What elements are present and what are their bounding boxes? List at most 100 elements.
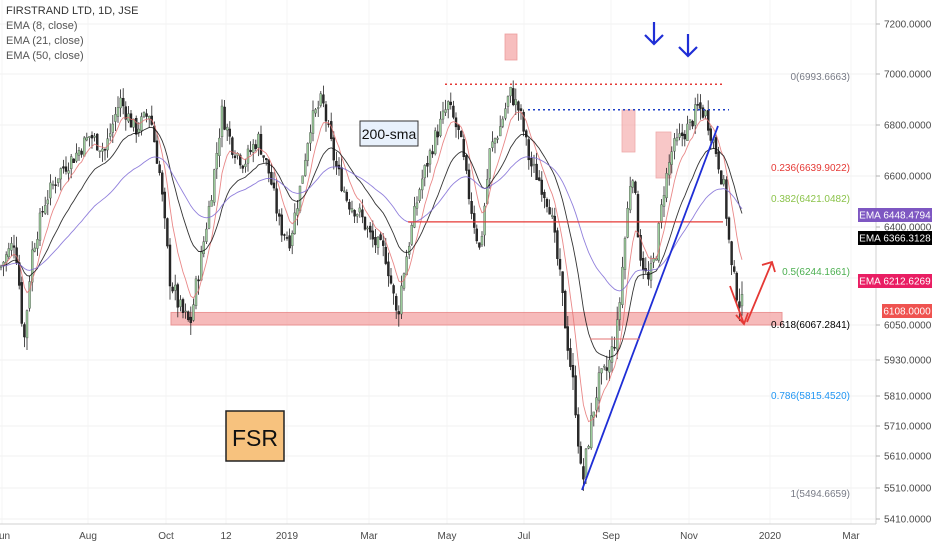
candle-body bbox=[278, 213, 281, 217]
candle-body bbox=[548, 207, 551, 215]
candle-body bbox=[701, 107, 705, 118]
candle bbox=[44, 196, 47, 215]
price-tick-label: 5510.0000 bbox=[884, 484, 932, 495]
candle bbox=[600, 368, 603, 385]
candle bbox=[95, 133, 99, 151]
candle bbox=[158, 160, 161, 176]
candle-body bbox=[67, 170, 70, 174]
candle bbox=[686, 115, 689, 141]
candle bbox=[291, 230, 294, 255]
candle bbox=[683, 130, 686, 147]
candle bbox=[54, 176, 57, 194]
candle-body bbox=[452, 105, 455, 118]
candle-body bbox=[225, 126, 229, 131]
candle-body bbox=[506, 96, 510, 107]
candle bbox=[660, 198, 663, 229]
candle bbox=[413, 196, 416, 229]
time-tick-label: 2020 bbox=[759, 531, 782, 542]
candle-body bbox=[415, 202, 419, 209]
grid bbox=[0, 0, 876, 524]
candle bbox=[168, 238, 172, 300]
candle-body bbox=[171, 286, 174, 292]
candle-body bbox=[629, 186, 632, 211]
candle bbox=[98, 150, 102, 158]
candle bbox=[730, 240, 733, 275]
candle bbox=[564, 289, 567, 329]
price-tag: EMA 6212.6269 bbox=[858, 274, 932, 288]
fib-level-label: 0.382(6421.0482) bbox=[771, 194, 850, 205]
candle-body bbox=[704, 110, 707, 117]
candle-body bbox=[145, 113, 148, 117]
candle-body bbox=[296, 208, 299, 216]
candle-body bbox=[673, 138, 676, 152]
candle-body bbox=[699, 102, 702, 109]
candle bbox=[317, 100, 320, 117]
candle bbox=[444, 99, 447, 116]
candle bbox=[631, 179, 634, 194]
candle bbox=[189, 306, 193, 335]
time-tick-label: 12 bbox=[220, 531, 232, 542]
candle-body bbox=[194, 278, 198, 306]
candle bbox=[121, 88, 125, 115]
candle-body bbox=[82, 137, 86, 157]
candle-body bbox=[384, 246, 387, 264]
price-tag-value: 6212.6269 bbox=[883, 277, 931, 288]
down-arrow-icon bbox=[678, 34, 698, 58]
candle-body bbox=[361, 209, 364, 218]
candle-body bbox=[519, 108, 523, 111]
time-axis[interactable]: Jun Aug Oct 12 2019 Mar May Jul Sep Nov 2020 Mar bbox=[0, 531, 860, 542]
candle bbox=[530, 151, 533, 177]
down-arrow-icon bbox=[644, 22, 664, 46]
time-tick-label: Oct bbox=[158, 531, 174, 542]
candle-body bbox=[314, 109, 317, 114]
candle bbox=[545, 197, 549, 213]
candle-body bbox=[603, 365, 606, 368]
candle bbox=[171, 282, 174, 294]
price-tick-label: 7200.0000 bbox=[884, 20, 932, 31]
candle-body bbox=[251, 144, 255, 153]
candle bbox=[275, 178, 278, 222]
candle-body bbox=[259, 134, 263, 155]
time-tick-label: Jul bbox=[518, 531, 531, 542]
candle-body bbox=[434, 130, 437, 154]
candle bbox=[124, 101, 128, 131]
candle-body bbox=[592, 411, 595, 418]
candle-body bbox=[668, 162, 671, 176]
candle-body bbox=[447, 101, 450, 110]
candle-body bbox=[23, 324, 26, 338]
candle-body bbox=[197, 279, 200, 282]
candle-body bbox=[134, 118, 138, 135]
fib-level-label: 0.236(6639.9022) bbox=[771, 163, 850, 174]
candle-body bbox=[564, 290, 567, 329]
candle bbox=[410, 222, 413, 246]
candle-body bbox=[642, 257, 645, 271]
candle bbox=[77, 147, 81, 161]
candle-body bbox=[10, 243, 13, 251]
candle bbox=[441, 101, 445, 124]
candle-body bbox=[54, 184, 57, 186]
price-tick-label: 5710.0000 bbox=[884, 422, 932, 433]
candle-body bbox=[553, 215, 556, 233]
symbol-annotation[interactable]: FSR bbox=[225, 410, 285, 462]
candle-body bbox=[38, 212, 42, 241]
candle bbox=[587, 444, 590, 450]
candle bbox=[134, 115, 138, 143]
candle bbox=[673, 132, 676, 160]
candle bbox=[335, 151, 338, 175]
fib-level-label: 0.786(5815.4520) bbox=[771, 391, 850, 402]
price-tag-value: 6108.0000 bbox=[883, 307, 931, 318]
candle bbox=[493, 137, 497, 154]
candle-body bbox=[80, 150, 83, 155]
candle bbox=[657, 222, 660, 263]
candle-body bbox=[392, 285, 395, 294]
time-tick-label: Jun bbox=[0, 531, 10, 542]
candle-body bbox=[441, 110, 445, 120]
candle-body bbox=[662, 195, 666, 207]
sma-annotation[interactable]: 200-sma bbox=[359, 120, 419, 147]
candle-body bbox=[551, 215, 554, 217]
candle-body bbox=[488, 148, 491, 179]
fibonacci-levels: 0(6993.6663) 0.236(6639.9022) 0.382(6421.0… bbox=[771, 72, 850, 500]
price-tick-label: 5610.0000 bbox=[884, 452, 932, 463]
candle bbox=[202, 236, 206, 258]
